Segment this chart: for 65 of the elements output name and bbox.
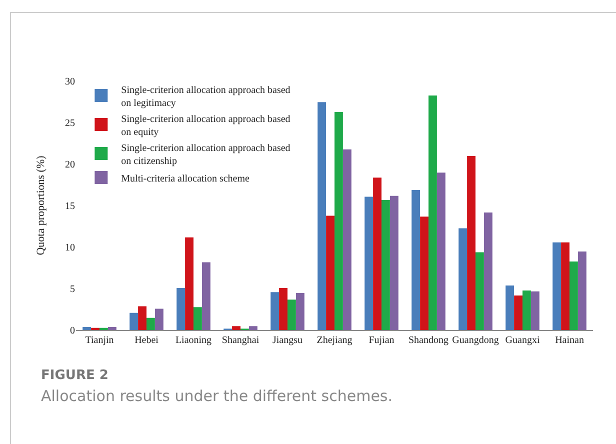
legend-label: Single-criterion allocation approach based on legitimacy [121, 84, 290, 109]
bar [318, 102, 326, 330]
bar [82, 327, 92, 330]
bar [248, 326, 258, 330]
bar [390, 196, 398, 330]
bar [412, 190, 420, 330]
text: FIGURE 2 [41, 368, 108, 383]
bar [232, 326, 240, 330]
bar [176, 288, 186, 330]
x-tick-label: Liaoning [175, 335, 212, 346]
text: Allocation results under the different schemes. [41, 387, 393, 405]
bar [530, 291, 540, 330]
y-tick-label: 15 [65, 201, 75, 212]
bar [334, 112, 343, 330]
y-tick-label: 5 [70, 284, 75, 295]
legend-label: Single-criterion allocation approach based on citizenship [121, 142, 290, 167]
x-tick-label: Fujian [368, 335, 394, 346]
bar [138, 306, 146, 330]
bar [578, 251, 586, 330]
legend-label: Multi-criteria allocation scheme [121, 173, 250, 184]
y-tick-label: 30 [65, 76, 75, 88]
bar [552, 242, 562, 330]
bar [420, 216, 428, 330]
x-tick-label: Zhejiang [316, 335, 352, 346]
bar [382, 200, 390, 330]
bar [270, 292, 280, 330]
x-tick-label: Guangxi [505, 335, 540, 346]
x-tick-label: Jiangsu [272, 335, 302, 346]
legend-label: Single-criterion allocation approach based on equity [121, 114, 290, 138]
x-tick-label: Shanghai [222, 335, 260, 346]
bar [506, 286, 514, 330]
bar [288, 300, 296, 330]
bar [194, 307, 202, 330]
x-tick-label: Shandong [408, 335, 448, 346]
bar [514, 295, 522, 330]
bar [458, 228, 468, 330]
bar [476, 252, 484, 330]
bar [326, 216, 334, 330]
x-tick-label: Tianjin [85, 335, 114, 346]
bar [146, 318, 155, 330]
x-tick-label: Hebei [134, 335, 159, 346]
bar [296, 292, 304, 330]
bar [561, 242, 570, 330]
bar [364, 196, 374, 330]
bar [570, 261, 578, 330]
bar [202, 262, 210, 330]
y-tick-label: 20 [65, 160, 75, 170]
bar [522, 290, 531, 330]
y-tick-label: 25 [65, 118, 75, 129]
bar [185, 237, 194, 330]
bar [467, 156, 476, 330]
bar [130, 312, 138, 330]
bar [154, 308, 164, 330]
y-tick-label: 0 [70, 326, 75, 336]
bar [373, 178, 382, 330]
x-tick-label: Hainan [555, 335, 584, 346]
x-tick-label: Guangdong [452, 335, 499, 346]
y-tick-label: 10 [65, 242, 75, 254]
bar [108, 327, 116, 330]
bar [484, 212, 492, 330]
y-axis-title: Quota proportions (%) [35, 155, 47, 256]
bar [279, 288, 288, 330]
bar [428, 95, 437, 330]
bar [436, 172, 446, 330]
bar [342, 149, 352, 330]
